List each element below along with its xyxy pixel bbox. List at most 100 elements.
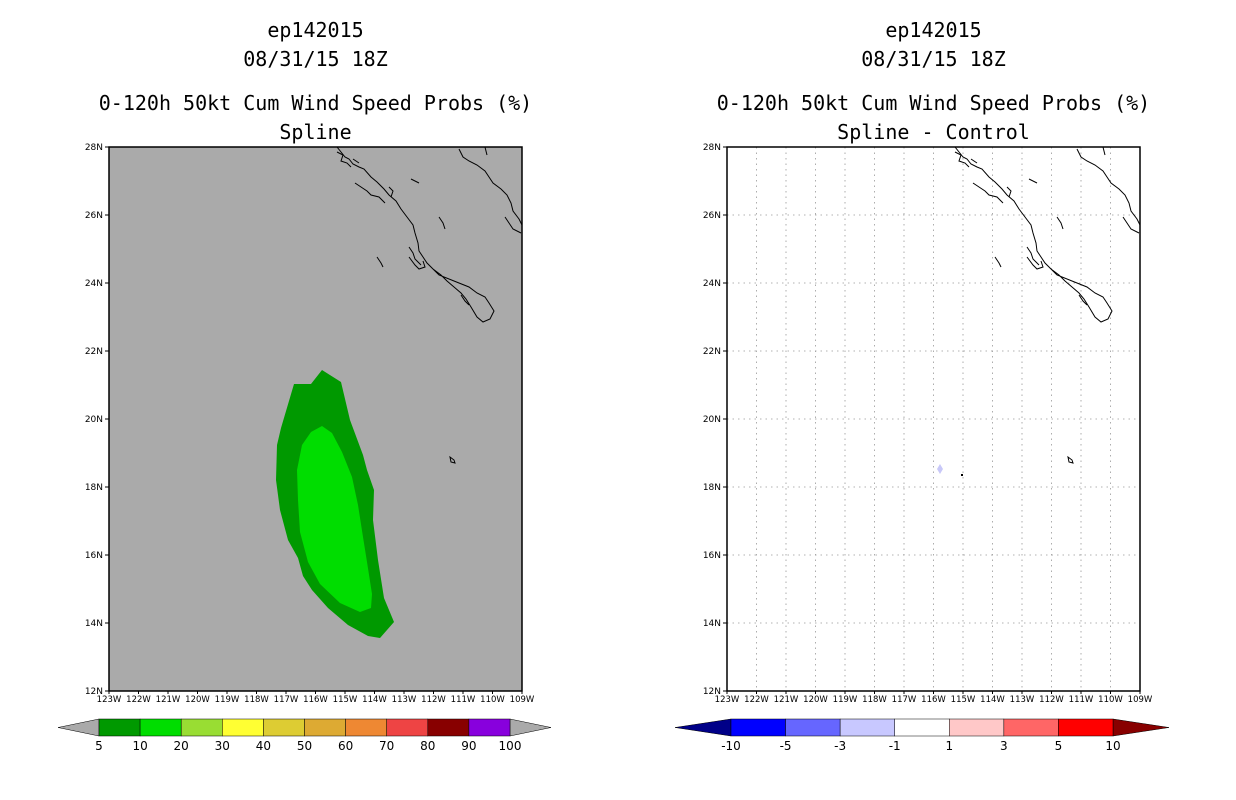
- coastline-segment: [336, 147, 495, 323]
- colorbar-swatch: [222, 718, 264, 737]
- colorbar-label: 70: [379, 739, 394, 753]
- coastline-segment: [1026, 246, 1040, 266]
- coastline: [954, 147, 1140, 323]
- lat-label: 24N: [85, 279, 103, 289]
- colorbar-swatch: [894, 718, 950, 737]
- right-title-product: 0-120h 50kt Cum Wind Speed Probs (%): [716, 91, 1151, 115]
- colorbar-swatch: [263, 718, 305, 737]
- lat-label: 18N: [85, 483, 103, 493]
- lon-label: 119W: [833, 695, 858, 705]
- colorbar-label: 30: [215, 739, 230, 753]
- probability-contour-10-20: [297, 426, 372, 612]
- colorbar-swatch: [730, 718, 786, 737]
- colorbar-label: 50: [297, 739, 312, 753]
- left-title-storm-id: ep142015: [267, 18, 364, 42]
- lon-label: 113W: [1010, 695, 1035, 705]
- lat-label: 28N: [85, 143, 103, 153]
- colorbar-high-end: [1112, 718, 1170, 737]
- lon-label: 123W: [715, 695, 740, 705]
- lat-label: 16N: [85, 551, 103, 561]
- lon-label: 116W: [921, 695, 946, 705]
- colorbar-label: 10: [132, 739, 147, 753]
- coastline-segment: [1026, 256, 1044, 270]
- colorbar-label: 90: [461, 739, 476, 753]
- coastline-segment: [354, 182, 386, 204]
- coastline-segment: [972, 182, 1004, 204]
- lon-label: 120W: [185, 695, 210, 705]
- colorbar-low-end: [674, 718, 732, 737]
- coastline-segment: [504, 216, 522, 234]
- colorbar-label: -10: [721, 739, 741, 753]
- island: [449, 455, 456, 464]
- lon-label: 115W: [951, 695, 976, 705]
- coastline-segment: [388, 186, 394, 198]
- coastline-segment: [1006, 186, 1012, 198]
- lon-label: 118W: [862, 695, 887, 705]
- lat-label: 26N: [703, 211, 721, 221]
- colorbar-swatch: [785, 718, 841, 737]
- left-latitude-labels: 28N 26N 24N 22N 20N 18N 16N 14N 12N: [85, 143, 109, 697]
- right-title-datetime: 08/31/15 18Z: [861, 47, 1006, 71]
- right-map-panel: 28N 26N 24N 22N 20N 18N 16N 14N 12N 123W 122W 121W…: [703, 143, 1153, 705]
- colorbar-swatch: [304, 718, 346, 737]
- colorbar-label: 80: [420, 739, 435, 753]
- coastline-segment: [994, 256, 1002, 268]
- colorbar-swatch: [98, 718, 141, 737]
- colorbar-swatch: [180, 718, 223, 737]
- lon-label: 120W: [803, 695, 828, 705]
- colorbar-low-end: [57, 718, 100, 737]
- lon-label: 111W: [1069, 695, 1094, 705]
- coastline-segment: [1102, 147, 1106, 156]
- right-longitude-labels: 123W 122W 121W 120W 119W 118W 117W 116W 115W 114W…: [715, 691, 1153, 705]
- colorbar-swatch: [839, 718, 895, 737]
- right-title-method: Spline - Control: [837, 120, 1030, 144]
- coastline-segment: [458, 148, 522, 226]
- coastline-segment: [1078, 294, 1088, 306]
- lat-label: 20N: [85, 415, 103, 425]
- left-title-datetime: 08/31/15 18Z: [243, 47, 388, 71]
- colorbar-label: 20: [174, 739, 189, 753]
- coastline-segment: [410, 178, 420, 184]
- lat-label: 14N: [703, 619, 721, 629]
- coastline-segment: [438, 216, 446, 230]
- left-colorbar: 5 10 20 30 40 50 60 70 80 90 100: [57, 718, 552, 753]
- lat-label: 24N: [703, 279, 721, 289]
- colorbar-swatch: [1058, 718, 1114, 737]
- colorbar-label: -3: [834, 739, 846, 753]
- colorbar-label: 3: [1000, 739, 1008, 753]
- left-title-product: 0-120h 50kt Cum Wind Speed Probs (%): [98, 91, 533, 115]
- colorbar-label: 40: [256, 739, 271, 753]
- colorbar-label: 100: [499, 739, 522, 753]
- coastline-segment: [1056, 216, 1064, 230]
- island-outline: [449, 455, 456, 464]
- coastline-segment: [970, 158, 978, 164]
- right-latitude-labels: 28N 26N 24N 22N 20N 18N 16N 14N 12N: [703, 143, 727, 697]
- coastline-segment: [1122, 216, 1140, 234]
- difference-marker: [937, 464, 943, 474]
- colorbar-swatch: [345, 718, 387, 737]
- coastline-segment: [408, 256, 426, 270]
- coastline-segment: [1076, 148, 1140, 226]
- colorbar-swatch: [139, 718, 182, 737]
- colorbar-swatch: [386, 718, 429, 737]
- colorbar-label: -1: [889, 739, 901, 753]
- lon-label: 112W: [1039, 695, 1064, 705]
- coastline: [336, 147, 522, 323]
- lon-label: 114W: [362, 695, 387, 705]
- coastline-segment: [484, 147, 488, 156]
- colorbar-label: 60: [338, 739, 353, 753]
- lon-label: 117W: [274, 695, 299, 705]
- coastline-segment: [954, 147, 1113, 323]
- left-map-panel: 28N 26N 24N 22N 20N 18N 16N 14N 12N 123W 122W 121W…: [85, 143, 535, 705]
- lat-label: 18N: [703, 483, 721, 493]
- lat-label: 12N: [85, 687, 103, 697]
- left-title-method: Spline: [279, 120, 352, 144]
- lon-label: 112W: [421, 695, 446, 705]
- lon-label: 115W: [333, 695, 358, 705]
- right-map-gridlines: [727, 147, 1140, 691]
- colorbar-label: 5: [1055, 739, 1063, 753]
- lat-label: 12N: [703, 687, 721, 697]
- lon-label: 110W: [1098, 695, 1123, 705]
- coastline-segment: [352, 158, 360, 164]
- lon-label: 119W: [215, 695, 240, 705]
